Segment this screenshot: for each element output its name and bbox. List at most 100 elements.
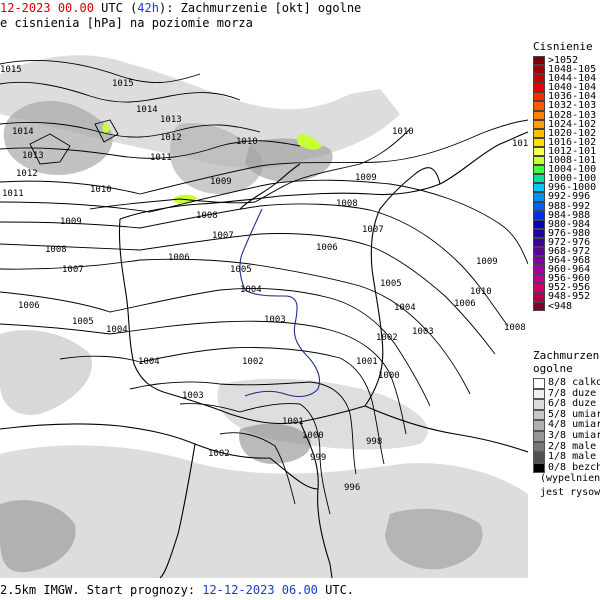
isobar-label: 1003 (264, 315, 286, 325)
map-title: 12-2023 00.00 UTC (42h): Zachmurzenie [o… (0, 1, 361, 15)
pressure-legend-item: 956-960 (533, 273, 600, 285)
legend-swatch (533, 274, 545, 284)
isobar-label: 1010 (392, 127, 414, 137)
legend-label: 0/8 bezch (548, 461, 600, 473)
start-date: 12-12-2023 (202, 583, 275, 597)
legend-label: 956-960 (548, 273, 591, 285)
isobar-label: 1008 (504, 323, 526, 333)
isobar-label: 1014 (136, 105, 158, 115)
country-borders (0, 131, 528, 578)
legend-swatch (533, 378, 545, 389)
valid-date: 12-2023 (0, 1, 51, 15)
isobar-labels: 1015 1015 1014 1014 1013 1013 1012 1012 … (0, 65, 528, 493)
legend-label: 992-996 (548, 191, 591, 203)
isobar-label: 1000 (302, 431, 324, 441)
legend-swatch (533, 110, 545, 120)
legend-swatch (533, 83, 545, 93)
isobar-label: 1008 (196, 211, 218, 221)
legend-label: 1028-103 (548, 109, 597, 121)
legend-swatch (533, 174, 545, 184)
pressure-fill-patches (102, 122, 322, 203)
isobar-label: 101 (512, 139, 528, 149)
isobar-label: 1009 (355, 173, 377, 183)
isobar-label: 1003 (412, 327, 434, 337)
legend-swatch (533, 237, 545, 247)
legend-label: 8/8 calkow (548, 377, 600, 388)
isobar-label: 1007 (362, 225, 384, 235)
isobar-label: 1008 (45, 245, 67, 255)
legend-label: 952-956 (548, 282, 591, 294)
isobar-label: 1008 (336, 199, 358, 209)
isobar-label: 996 (344, 483, 360, 493)
isobar-label: 1004 (394, 303, 416, 313)
legend-label: 968-972 (548, 245, 591, 257)
pressure-legend-item: 1028-103 (533, 109, 600, 121)
isobar-label: 1013 (22, 151, 44, 161)
legend-swatch (533, 183, 545, 193)
cloud-legend-item: 2/8 male (533, 440, 600, 453)
legend-label: 1016-102 (548, 136, 597, 148)
legend-swatch (533, 56, 545, 66)
pressure-legend-item: 1036-104 (533, 91, 600, 103)
valid-time: 00.00 (57, 1, 94, 15)
pressure-legend-item: 972-976 (533, 236, 600, 248)
legend-swatch (533, 301, 545, 311)
legend-label: >1052 (548, 55, 579, 66)
legend-swatch (533, 219, 545, 229)
legend-swatch (533, 452, 545, 463)
legend-label: 980-984 (548, 218, 591, 230)
pressure-legend-item: 1020-102 (533, 128, 600, 139)
pressure-legend-item: 976-980 (533, 227, 600, 239)
cloud-legend-note-line1: (wypelnienie (540, 473, 600, 484)
isobar-label: 1012 (16, 169, 38, 179)
legend-label: 984-988 (548, 209, 591, 221)
cloud-legend-item: 5/8 umiar (533, 409, 600, 421)
pressure-legend-item: 968-972 (533, 245, 600, 257)
legend-label: 988-992 (548, 200, 591, 212)
isobar-label: 1006 (18, 301, 40, 311)
legend-label: 2/8 male (548, 440, 597, 452)
legend-label: 1/8 male (548, 451, 597, 463)
legend-label: 6/8 duze (548, 398, 597, 410)
pressure-legend-item: 1008-101 (533, 155, 600, 166)
cloud-legend-title-line1: Zachmurzenie (533, 349, 600, 362)
legend-label: 1036-104 (548, 91, 597, 103)
cloud-legend-title-line2: ogolne (533, 362, 573, 375)
forecast-map[interactable]: 1015 1015 1014 1014 1013 1013 1012 1012 … (0, 34, 528, 578)
pressure-legend-item: 1012-101 (533, 146, 600, 157)
pressure-legend-item: 1016-102 (533, 136, 600, 148)
legend-label: 972-976 (548, 236, 591, 248)
legend-swatch (533, 462, 545, 474)
isobar-label: 1002 (242, 357, 264, 367)
isobar-label: 1007 (212, 231, 234, 241)
isobar-label: 1013 (160, 115, 182, 125)
isobar-label: 1010 (470, 287, 492, 297)
legend-swatch (533, 92, 545, 102)
pressure-legend-item: 1048-105 (533, 64, 600, 75)
legend-swatch (533, 119, 545, 129)
pressure-legend-item: 1040-104 (533, 82, 600, 93)
isobar-label: 1015 (112, 79, 134, 89)
legend-swatch (533, 256, 545, 266)
isobar-label: 1005 (72, 317, 94, 327)
legend-label: 1000-100 (548, 173, 597, 185)
pressure-legend-title: Cisnienie [hP (533, 40, 600, 53)
pressure-legend-item: 1000-100 (533, 173, 600, 185)
pressure-legend-item: 984-988 (533, 209, 600, 221)
isobar-label: 1006 (454, 299, 476, 309)
legend-label: 1004-100 (548, 164, 597, 176)
isobar-label: 1001 (282, 417, 304, 427)
legend-label: 976-980 (548, 227, 591, 239)
legend-swatch (533, 65, 545, 75)
legend-swatch (533, 283, 545, 293)
isobar-label: 1010 (236, 137, 258, 147)
rivers (239, 208, 321, 398)
legend-label: 948-952 (548, 291, 591, 303)
legend-swatch (533, 388, 545, 400)
isobar-label: 1007 (62, 265, 84, 275)
pressure-legend-item: 1044-104 (533, 73, 600, 85)
utc-label: UTC ( (101, 1, 138, 15)
legend-label: 1044-104 (548, 73, 597, 85)
model-info: 2.5km IMGW. Start prognozy: (0, 583, 203, 597)
pressure-legend-item: 964-968 (533, 255, 600, 266)
